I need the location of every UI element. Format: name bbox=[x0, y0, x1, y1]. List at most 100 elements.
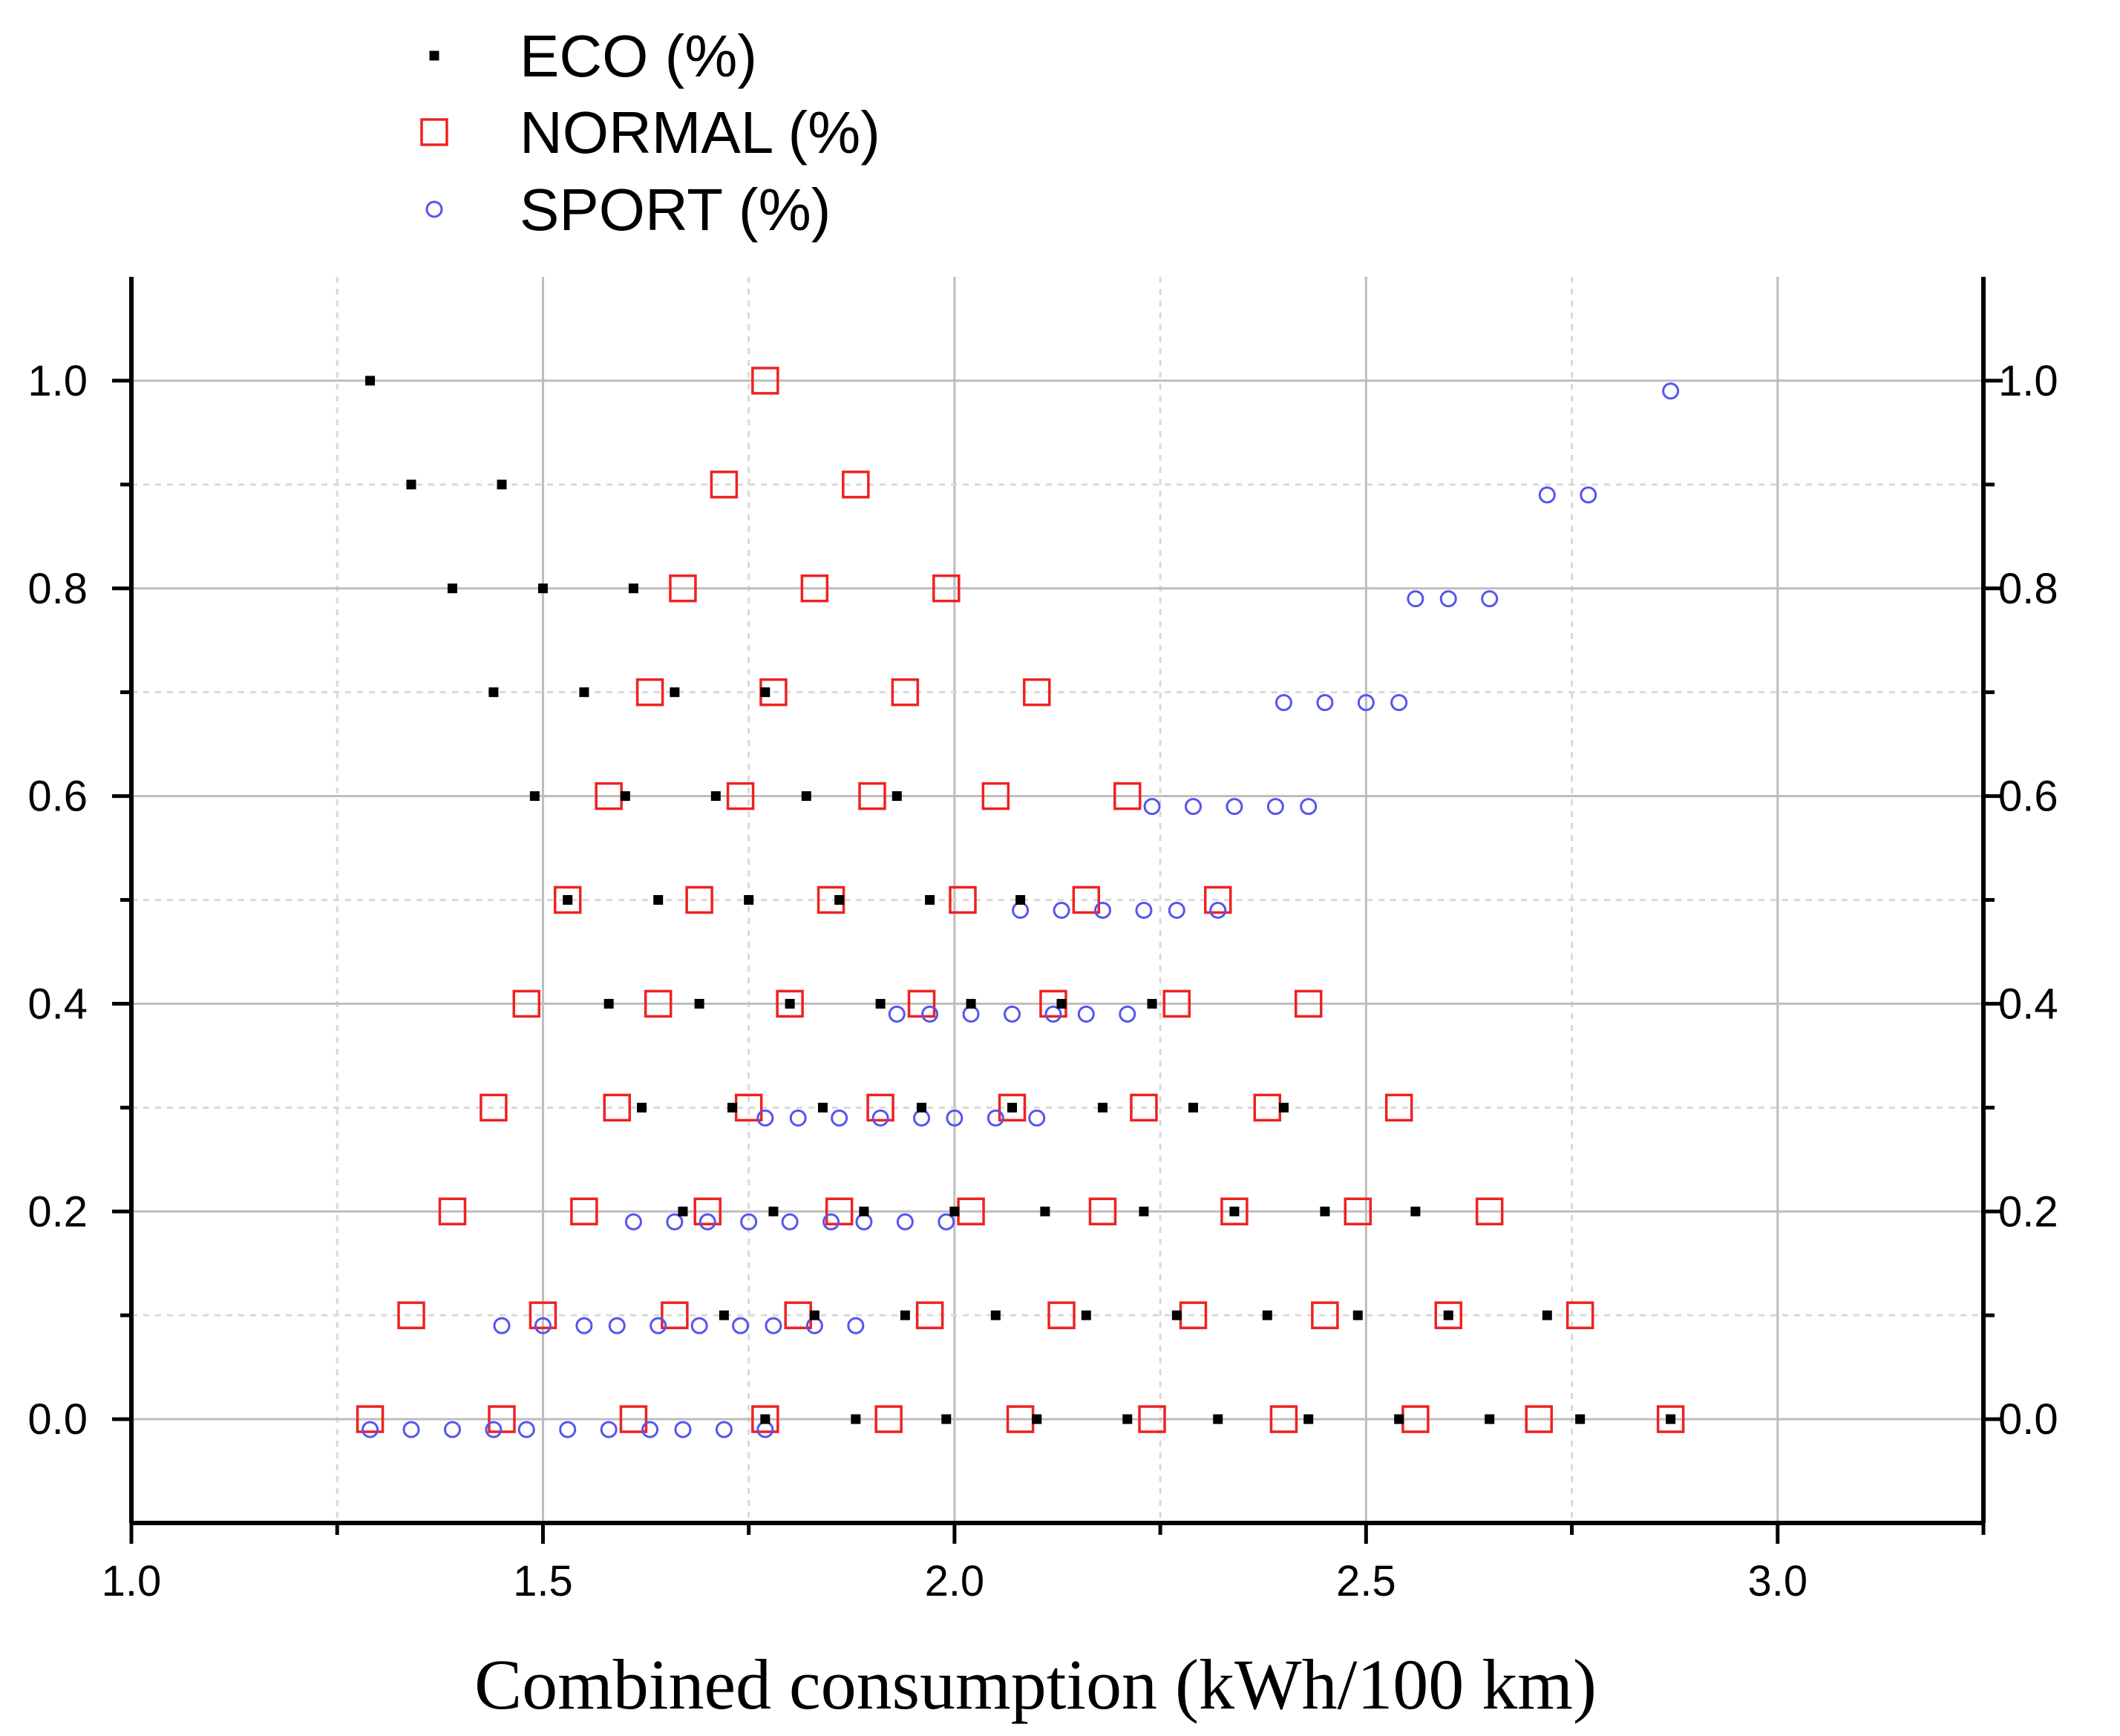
legend-label-normal: NORMAL (%) bbox=[520, 99, 880, 166]
point-normal bbox=[1023, 678, 1051, 707]
point-sport bbox=[715, 1421, 733, 1438]
x-tick-label: 1.0 bbox=[102, 1557, 162, 1605]
point-sport bbox=[1093, 901, 1111, 919]
point-eco bbox=[1575, 1414, 1586, 1424]
point-sport bbox=[402, 1421, 420, 1438]
point-eco bbox=[537, 583, 548, 594]
point-normal bbox=[1311, 1301, 1339, 1329]
point-normal bbox=[693, 1197, 722, 1225]
point-normal bbox=[1203, 885, 1232, 914]
point-normal bbox=[981, 782, 1010, 810]
point-sport bbox=[1004, 1005, 1021, 1023]
point-eco bbox=[744, 895, 754, 905]
point-sport bbox=[600, 1421, 618, 1438]
point-sport bbox=[1300, 798, 1318, 816]
point-normal bbox=[998, 1093, 1027, 1122]
point-eco bbox=[628, 583, 638, 594]
point-eco bbox=[900, 1310, 910, 1320]
point-eco bbox=[497, 479, 507, 490]
point-eco bbox=[694, 998, 704, 1009]
point-normal bbox=[570, 1197, 598, 1225]
point-sport bbox=[871, 1109, 889, 1127]
point-normal bbox=[842, 471, 870, 499]
point-eco bbox=[1122, 1414, 1133, 1424]
point-eco bbox=[1147, 998, 1157, 1009]
y-tick-label-left: 0.8 bbox=[27, 565, 88, 613]
point-eco bbox=[1032, 1414, 1042, 1424]
point-eco bbox=[1056, 998, 1067, 1009]
point-sport bbox=[1266, 798, 1284, 816]
point-eco bbox=[1485, 1414, 1495, 1424]
point-eco bbox=[941, 1414, 952, 1424]
point-eco bbox=[966, 998, 976, 1009]
point-eco bbox=[949, 1206, 960, 1216]
point-sport bbox=[962, 1005, 980, 1023]
point-eco bbox=[1542, 1310, 1552, 1320]
point-eco bbox=[760, 687, 771, 698]
point-sport bbox=[1028, 1109, 1046, 1127]
point-eco bbox=[1352, 1310, 1363, 1320]
point-sport bbox=[1390, 694, 1408, 712]
point-sport bbox=[575, 1317, 593, 1334]
point-normal bbox=[858, 782, 886, 810]
point-sport bbox=[987, 1109, 1004, 1127]
point-sport bbox=[756, 1421, 774, 1438]
point-normal bbox=[644, 989, 673, 1018]
point-sport bbox=[624, 1213, 642, 1231]
point-eco bbox=[447, 583, 457, 594]
point-sport bbox=[608, 1317, 626, 1334]
point-eco bbox=[1320, 1206, 1330, 1216]
y-tick-label-right: 0.4 bbox=[1998, 980, 2058, 1028]
point-eco bbox=[529, 791, 540, 802]
point-normal bbox=[1138, 1405, 1166, 1433]
point-sport bbox=[1357, 694, 1375, 712]
point-sport bbox=[1226, 798, 1243, 816]
point-eco bbox=[406, 479, 416, 490]
point-sport bbox=[1275, 694, 1292, 712]
point-eco bbox=[579, 687, 589, 698]
point-sport bbox=[913, 1109, 931, 1127]
y-tick-label-left: 0.2 bbox=[27, 1188, 88, 1236]
point-eco bbox=[1262, 1310, 1272, 1320]
point-sport bbox=[822, 1213, 840, 1231]
point-eco bbox=[834, 895, 845, 905]
point-eco bbox=[1139, 1206, 1149, 1216]
point-eco bbox=[620, 791, 630, 802]
point-normal bbox=[1566, 1301, 1594, 1329]
point-normal bbox=[397, 1301, 425, 1329]
x-tick-label: 1.5 bbox=[513, 1557, 573, 1605]
point-eco bbox=[1229, 1206, 1240, 1216]
point-sport bbox=[534, 1317, 552, 1334]
y-tick-label-right: 0.2 bbox=[1998, 1188, 2058, 1236]
point-sport bbox=[641, 1421, 659, 1438]
y-tick-label-right: 1.0 bbox=[1998, 357, 2058, 405]
point-normal bbox=[891, 678, 920, 707]
point-sport bbox=[517, 1421, 535, 1438]
point-sport bbox=[946, 1109, 964, 1127]
point-eco bbox=[727, 1102, 737, 1113]
point-eco bbox=[990, 1310, 1001, 1320]
point-sport bbox=[690, 1317, 708, 1334]
point-eco bbox=[603, 998, 614, 1009]
point-sport bbox=[938, 1213, 955, 1231]
point-normal bbox=[1162, 989, 1191, 1018]
point-eco bbox=[1171, 1310, 1182, 1320]
point-eco bbox=[1394, 1414, 1404, 1424]
point-normal bbox=[1220, 1197, 1249, 1225]
point-eco bbox=[851, 1414, 861, 1424]
point-normal bbox=[635, 678, 664, 707]
point-normal bbox=[1130, 1093, 1158, 1122]
point-eco bbox=[917, 1102, 927, 1113]
point-eco bbox=[1443, 1310, 1453, 1320]
axis-ticks: 1.0 1.5 2.0 2.5 3.0 0.0 0.0 0.2 0.2 0.4 0.4 0.6 0.6 0… bbox=[27, 357, 2058, 1605]
point-eco bbox=[1188, 1102, 1198, 1113]
point-sport bbox=[650, 1317, 667, 1334]
point-eco bbox=[785, 998, 795, 1009]
point-sport bbox=[1012, 901, 1030, 919]
point-normal bbox=[669, 574, 697, 603]
point-eco bbox=[710, 791, 721, 802]
y-tick-label-right: 0.6 bbox=[1998, 773, 2058, 821]
point-eco bbox=[719, 1310, 729, 1320]
point-sport bbox=[847, 1317, 865, 1334]
